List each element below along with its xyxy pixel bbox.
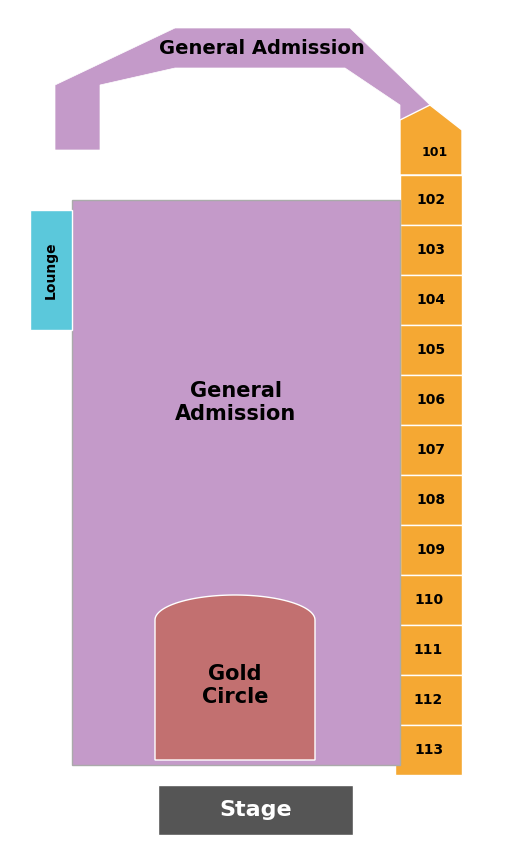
Text: General Admission: General Admission — [159, 38, 365, 58]
Text: General
Admission: General Admission — [175, 381, 297, 424]
FancyBboxPatch shape — [395, 575, 462, 625]
Text: 113: 113 — [414, 743, 443, 757]
Text: 103: 103 — [416, 243, 446, 257]
Text: 109: 109 — [416, 543, 446, 557]
FancyBboxPatch shape — [30, 210, 72, 330]
Text: 110: 110 — [414, 593, 443, 607]
Text: 112: 112 — [414, 693, 443, 707]
FancyBboxPatch shape — [72, 200, 400, 765]
FancyBboxPatch shape — [158, 785, 353, 835]
FancyBboxPatch shape — [400, 475, 462, 525]
Text: Gold
Circle: Gold Circle — [202, 664, 268, 707]
Text: 102: 102 — [416, 193, 446, 207]
Text: Stage: Stage — [219, 800, 292, 820]
FancyBboxPatch shape — [400, 275, 462, 325]
Text: 104: 104 — [416, 293, 446, 307]
Polygon shape — [55, 28, 430, 158]
Text: 105: 105 — [416, 343, 446, 357]
Polygon shape — [155, 595, 315, 760]
FancyBboxPatch shape — [395, 725, 462, 775]
Polygon shape — [400, 105, 462, 175]
FancyBboxPatch shape — [400, 425, 462, 475]
Text: 111: 111 — [414, 643, 443, 657]
FancyBboxPatch shape — [400, 525, 462, 575]
Text: 106: 106 — [416, 393, 446, 407]
Text: 108: 108 — [416, 493, 446, 507]
Text: Lounge: Lounge — [44, 241, 58, 299]
FancyBboxPatch shape — [395, 625, 462, 675]
FancyBboxPatch shape — [400, 325, 462, 375]
FancyBboxPatch shape — [400, 175, 462, 225]
FancyBboxPatch shape — [400, 375, 462, 425]
Text: 107: 107 — [416, 443, 446, 457]
FancyBboxPatch shape — [400, 225, 462, 275]
Text: 101: 101 — [422, 145, 448, 158]
FancyBboxPatch shape — [395, 675, 462, 725]
